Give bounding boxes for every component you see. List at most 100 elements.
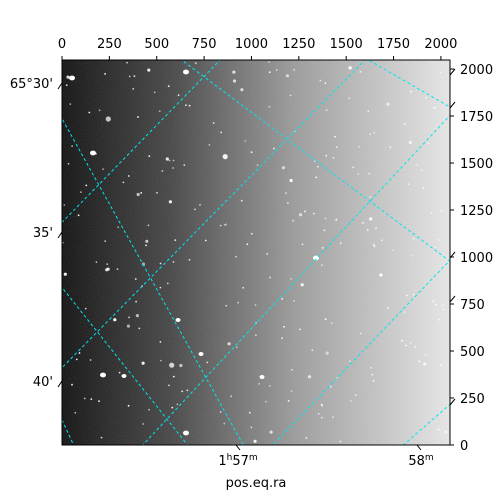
- bright-star: [69, 75, 75, 81]
- star: [266, 253, 269, 255]
- star: [225, 304, 228, 307]
- star: [230, 395, 233, 398]
- star: [98, 109, 101, 112]
- star: [291, 368, 293, 371]
- star: [95, 261, 98, 263]
- top-tick-label: 0: [58, 37, 66, 52]
- star: [188, 104, 191, 107]
- star: [141, 361, 145, 365]
- ra-tick-label-minutes-unit: m: [425, 453, 434, 463]
- star: [433, 106, 436, 109]
- star: [432, 300, 435, 303]
- star: [227, 342, 231, 346]
- star: [254, 304, 257, 306]
- top-tick-label: 1000: [235, 37, 268, 52]
- grid-line: [62, 286, 189, 445]
- star: [332, 156, 335, 159]
- top-tick-label: 500: [144, 37, 169, 52]
- bright-star: [100, 372, 106, 378]
- star: [177, 94, 180, 97]
- star: [321, 264, 323, 266]
- left-dec-axis: 65°30' 35' 40': [10, 77, 63, 390]
- star: [206, 361, 209, 364]
- star: [273, 147, 275, 150]
- star: [74, 411, 77, 414]
- star: [372, 243, 375, 246]
- star: [100, 436, 103, 439]
- star: [392, 249, 394, 252]
- star: [268, 105, 271, 108]
- star: [63, 204, 66, 206]
- star: [127, 175, 130, 177]
- star: [65, 84, 68, 87]
- star: [138, 327, 141, 330]
- star: [69, 103, 72, 105]
- star: [188, 258, 191, 261]
- top-tick-label: 1750: [377, 37, 410, 52]
- star: [439, 71, 442, 74]
- star: [248, 411, 251, 414]
- ra-tick-label-hours-unit: h: [227, 453, 233, 463]
- star: [362, 222, 364, 224]
- star: [435, 303, 438, 306]
- star: [212, 122, 215, 124]
- dec-tick-label: 40': [33, 375, 53, 390]
- coordinate-grid: [62, 60, 450, 445]
- star: [133, 75, 136, 77]
- ra-tick-label-minutes-unit: m: [249, 453, 258, 463]
- star: [168, 159, 171, 162]
- star: [373, 131, 376, 134]
- star: [312, 212, 315, 215]
- star: [237, 301, 240, 304]
- star: [105, 116, 111, 122]
- star: [287, 202, 289, 204]
- star: [301, 243, 304, 246]
- right-world-tick: [449, 251, 456, 259]
- star: [440, 364, 442, 367]
- star: [85, 184, 88, 187]
- star: [369, 133, 371, 135]
- star: [268, 71, 271, 74]
- star: [242, 286, 245, 289]
- star: [350, 399, 352, 402]
- bright-star: [183, 430, 189, 436]
- star: [134, 278, 137, 280]
- star: [179, 363, 183, 368]
- star: [269, 385, 271, 387]
- right-tick-label: 1000: [460, 251, 493, 266]
- star: [369, 196, 371, 198]
- right-tick-label: 1500: [460, 157, 493, 172]
- star: [372, 380, 375, 382]
- star: [253, 439, 257, 443]
- star: [299, 328, 301, 331]
- star: [122, 181, 125, 184]
- star: [359, 70, 362, 73]
- star: [321, 416, 323, 419]
- left-tick: [57, 380, 63, 388]
- star: [275, 69, 278, 71]
- star: [183, 164, 186, 167]
- star: [325, 351, 329, 355]
- star: [265, 400, 267, 403]
- star: [145, 244, 148, 247]
- stars-layer: [62, 61, 448, 443]
- star: [159, 286, 162, 289]
- star: [412, 237, 415, 240]
- star: [315, 176, 318, 179]
- bright-star: [259, 375, 265, 379]
- star: [89, 359, 92, 361]
- star: [409, 341, 412, 344]
- grid-line: [62, 60, 221, 224]
- star: [335, 146, 338, 149]
- bottom-tick: [416, 444, 422, 451]
- star: [321, 404, 323, 407]
- right-pixel-axis: 0 250 500 750 1000 1250 1500 1750 2000: [449, 63, 493, 454]
- star: [225, 223, 228, 226]
- star: [369, 217, 373, 221]
- star: [159, 262, 162, 265]
- star: [367, 110, 370, 113]
- star: [313, 160, 316, 163]
- star: [171, 406, 174, 409]
- star: [401, 339, 403, 342]
